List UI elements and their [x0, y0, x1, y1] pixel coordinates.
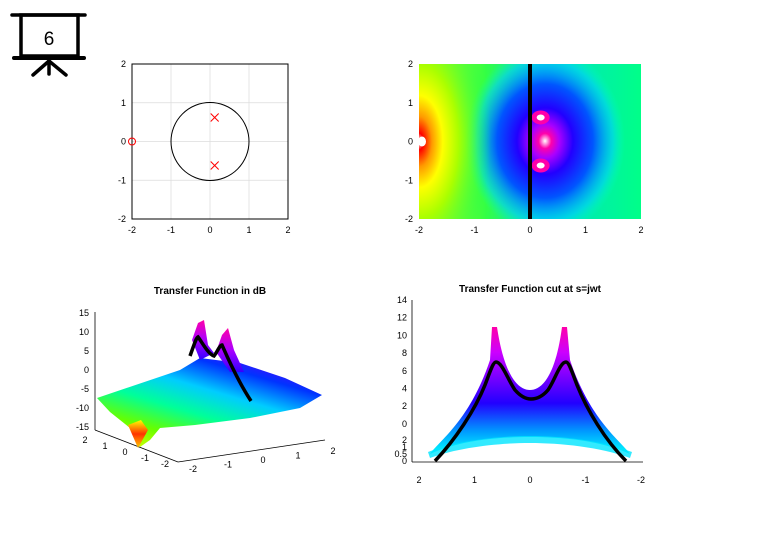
z-tick-label: 0	[84, 365, 89, 375]
slide-badge: 6	[10, 13, 87, 77]
y-tick-label: 6	[402, 366, 407, 376]
unit-circle	[170, 102, 250, 181]
y-tick-label-low: 2	[402, 435, 407, 445]
z-tick-label: -5	[81, 384, 89, 394]
x-tick-label: 2	[285, 225, 290, 235]
pole-marker	[210, 161, 220, 170]
x-tick-label: -2	[415, 225, 423, 235]
x-tick-labels: 2 1 0 -1 -2	[416, 475, 645, 485]
zero-singularity	[418, 136, 426, 147]
pole-marker	[210, 113, 220, 122]
surface-title: Transfer Function in dB	[154, 286, 266, 297]
z-tick-label: 15	[79, 308, 89, 318]
x-tick-label: 2	[330, 446, 335, 456]
x-tick-label: 1	[246, 225, 251, 235]
x-tick-label: -1	[581, 475, 589, 485]
y-tick-label: 4	[402, 384, 407, 394]
y-tick-label: 1	[121, 98, 126, 108]
y-tick-label: 1	[408, 98, 413, 108]
x-tick-label: 1	[583, 225, 588, 235]
x-tick-label: -2	[189, 464, 197, 474]
y-tick-label: 1	[102, 441, 107, 451]
jw-cut-curve	[188, 334, 253, 402]
y-tick-label: 0	[122, 447, 127, 457]
y-tick-label: 0	[408, 137, 413, 147]
y-tick-labels-low: 210.50	[394, 435, 407, 466]
cut-surface	[430, 327, 630, 454]
x-tick-labels: -2 -1 0 1 2	[415, 225, 644, 235]
x-tick-label: 0	[527, 475, 532, 485]
z-tick-label: -10	[76, 403, 89, 413]
surface-body	[97, 358, 322, 447]
x-tick-label: -1	[470, 225, 478, 235]
z-tick-label: -15	[76, 422, 89, 432]
y-tick-label-low: 0	[402, 456, 407, 466]
pole-singularity	[536, 162, 545, 169]
pole-peak-2	[216, 328, 244, 372]
heatmap-pole-zero-marks	[418, 110, 550, 173]
x-tick-label: 1	[295, 451, 300, 461]
y-tick-label: -2	[161, 459, 169, 469]
cut-title: Transfer Function cut at s=jwt	[459, 284, 602, 295]
y-tick-label: 2	[408, 59, 413, 69]
slide-number: 6	[44, 29, 55, 50]
presentation-board-icon	[10, 13, 87, 77]
y-tick-label: 8	[402, 348, 407, 358]
y-tick-label: 2	[402, 401, 407, 411]
pole-region	[465, 64, 625, 219]
y-tick-label: -2	[405, 214, 413, 224]
x-tick-label: 2	[416, 475, 421, 485]
y-tick-labels: 14 12 10 8 6 4 2 0	[397, 295, 407, 429]
y-tick-label: -1	[405, 175, 413, 185]
plot-frame	[131, 63, 289, 220]
y-tick-labels: 2 1 0 -1 -2	[118, 59, 126, 224]
jw-cut-curve	[433, 360, 628, 463]
axis-frame	[411, 300, 643, 463]
x-tick-label: -2	[128, 225, 136, 235]
x-tick-label: 1	[472, 475, 477, 485]
x-tick-label: 2	[638, 225, 643, 235]
y-tick-label: 0	[121, 137, 126, 147]
y-tick-label-low: 1	[402, 442, 407, 452]
z-tick-label: 10	[79, 327, 89, 337]
zero-spike	[128, 420, 148, 448]
y-tick-labels: 2 1 0 -1 -2	[405, 59, 413, 224]
x-tick-label: 0	[207, 225, 212, 235]
y-tick-label: 2	[82, 435, 87, 445]
y-tick-label: 0	[402, 419, 407, 429]
y-tick-label: 14	[397, 295, 407, 305]
y-tick-label: 2	[121, 59, 126, 69]
y-tick-label: -2	[118, 214, 126, 224]
cut-base-strip	[428, 436, 632, 458]
x-tick-label: -2	[637, 475, 645, 485]
x-tick-label: -1	[167, 225, 175, 235]
y-tick-label: 12	[397, 313, 407, 323]
y-tick-labels: 2 1 0 -1 -2	[82, 435, 169, 469]
pole-zero-marks	[128, 113, 220, 170]
zero-marker	[128, 137, 136, 146]
y-tick-label: 10	[397, 330, 407, 340]
axis-box	[94, 312, 326, 463]
zero-region	[419, 64, 499, 219]
y-tick-label: -1	[141, 453, 149, 463]
x-tick-label: -1	[224, 460, 232, 470]
x-tick-label: 0	[260, 455, 265, 465]
x-tick-labels: -2 -1 0 1 2	[189, 446, 336, 474]
y-tick-label: -1	[118, 175, 126, 185]
y-tick-label-low: 0.5	[394, 449, 407, 459]
pole-singularity	[536, 114, 545, 121]
x-tick-label: 0	[527, 225, 532, 235]
x-tick-labels: -2 -1 0 1 2	[128, 225, 291, 235]
z-tick-label: 5	[84, 346, 89, 356]
z-tick-labels: 15 10 5 0 -5 -10 -15	[76, 308, 89, 432]
